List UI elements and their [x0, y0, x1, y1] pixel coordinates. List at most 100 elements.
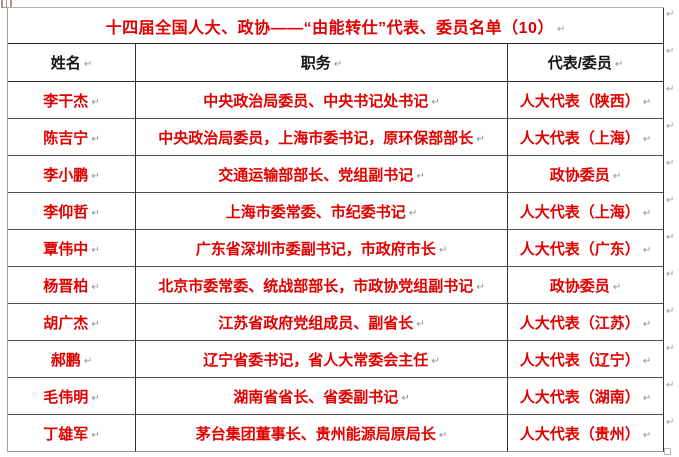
cell-category[interactable]: 人大代表（上海） ↵	[508, 193, 665, 230]
cell-position[interactable]: 江苏省政府党组成员、副省长 ↵	[136, 304, 508, 341]
paragraph-mark-icon: ↵	[431, 96, 440, 108]
cell-name-text: 杨晋柏	[43, 277, 89, 295]
paragraph-mark-icon: ↵	[333, 59, 343, 70]
cell-category-text: 人大代表（江苏）	[519, 314, 640, 332]
table-move-handle-icon[interactable]	[1, 0, 12, 8]
cell-category[interactable]: 人大代表（陕西） ↵	[508, 82, 665, 119]
paragraph-mark-icon: ↵	[91, 244, 100, 256]
cell-position-text: 广东省深圳市委副书记，市政府市长	[195, 240, 436, 258]
cell-category-text: 人大代表（贵州）	[519, 425, 640, 443]
table-row: 杨晋柏 ↵ 北京市委常委、统战部部长，市政协党组副书记 ↵ 政协委员 ↵	[8, 267, 665, 304]
cell-position-text: 上海市委常委、市纪委书记	[225, 203, 406, 221]
column-header-position: 职务	[300, 55, 331, 72]
table-row: 覃伟中 ↵ 广东省深圳市委副书记，市政府市长 ↵ 人大代表（广东） ↵	[8, 230, 665, 267]
table-title: 十四届全国人大、政协——“由能转仕”代表、委员名单（10）	[105, 19, 554, 37]
cell-category[interactable]: 政协委员 ↵	[508, 156, 665, 193]
paragraph-mark-icon: ↵	[438, 244, 448, 256]
header-cell-category[interactable]: 代表/委员 ↵	[508, 44, 665, 82]
paragraph-mark-icon: ↵	[642, 244, 652, 256]
paragraph-mark-icon: ↵	[91, 429, 100, 441]
cell-position-text: 茅台集团董事长、贵州能源局原局长	[195, 425, 436, 443]
cell-category-text: 人大代表（陕西）	[519, 92, 640, 110]
cell-name[interactable]: 李小鹏 ↵	[8, 156, 136, 193]
cell-name[interactable]: 胡广杰 ↵	[8, 304, 136, 341]
paragraph-mark-icon: ↵	[83, 59, 93, 70]
paragraph-mark-icon: ↵	[91, 96, 100, 108]
row-end-mark-icon: ↵	[666, 306, 675, 317]
cell-name[interactable]: 李干杰 ↵	[8, 82, 136, 119]
cell-position-text: 湖南省省长、省委副书记	[233, 388, 399, 406]
cell-name[interactable]: 覃伟中 ↵	[8, 230, 136, 267]
header-cell-name[interactable]: 姓名 ↵	[8, 44, 136, 82]
cell-name[interactable]: 李仰哲 ↵	[8, 193, 136, 230]
table-resize-handle-icon[interactable]	[664, 448, 671, 455]
cell-category[interactable]: 人大代表（辽宁） ↵	[508, 341, 665, 378]
cell-name-text: 李干杰	[43, 92, 89, 110]
cell-category-text: 政协委员	[549, 166, 610, 184]
cell-position[interactable]: 中央政治局委员，上海市委书记，原环保部部长 ↵	[136, 119, 508, 156]
paragraph-mark-icon: ↵	[438, 429, 448, 441]
paragraph-mark-icon: ↵	[91, 392, 100, 404]
paragraph-mark-icon: ↵	[408, 207, 418, 219]
column-header-category: 代表/委员	[547, 55, 612, 72]
cell-position[interactable]: 辽宁省委书记，省人大常委会主任 ↵	[136, 341, 508, 378]
row-end-mark-icon: ↵	[666, 417, 675, 428]
cell-name[interactable]: 丁雄军 ↵	[8, 415, 136, 452]
paragraph-mark-icon: ↵	[476, 133, 485, 145]
row-end-mark-icon: ↵	[666, 84, 675, 95]
cell-position[interactable]: 广东省深圳市委副书记，市政府市长 ↵	[136, 230, 508, 267]
table-title-row: 十四届全国人大、政协——“由能转仕”代表、委员名单（10） ↵	[8, 8, 665, 44]
table-row: 胡广杰 ↵ 江苏省政府党组成员、副省长 ↵ 人大代表（江苏） ↵	[8, 304, 665, 341]
cell-position[interactable]: 交通运输部部长、党组副书记 ↵	[136, 156, 508, 193]
cell-name-text: 郝鹏	[50, 351, 81, 369]
cell-position-text: 北京市委常委、统战部部长，市政协党组副书记	[158, 277, 474, 295]
row-end-mark-icon: ↵	[666, 343, 675, 354]
title-cell[interactable]: 十四届全国人大、政协——“由能转仕”代表、委员名单（10） ↵	[8, 8, 665, 44]
paragraph-mark-icon: ↵	[614, 59, 624, 70]
cell-position[interactable]: 湖南省省长、省委副书记 ↵	[136, 378, 508, 415]
cell-position-text: 辽宁省委书记，省人大常委会主任	[203, 351, 429, 369]
paragraph-mark-icon: ↵	[556, 23, 566, 35]
cell-name[interactable]: 陈吉宁 ↵	[8, 119, 136, 156]
cell-category-text: 人大代表（上海）	[519, 203, 640, 221]
table-header-row: 姓名 ↵ 职务 ↵ 代表/委员 ↵	[8, 44, 665, 82]
paragraph-mark-icon: ↵	[431, 355, 440, 367]
cell-category[interactable]: 人大代表（广东） ↵	[508, 230, 665, 267]
cell-category[interactable]: 政协委员 ↵	[508, 267, 665, 304]
paragraph-mark-icon: ↵	[91, 170, 100, 182]
paragraph-mark-icon: ↵	[642, 355, 652, 367]
paragraph-mark-icon: ↵	[642, 429, 652, 441]
paragraph-mark-icon: ↵	[642, 96, 652, 108]
paragraph-mark-icon: ↵	[91, 207, 100, 219]
cell-category[interactable]: 人大代表（湖南） ↵	[508, 378, 665, 415]
header-cell-position[interactable]: 职务 ↵	[136, 44, 508, 82]
row-end-mark-icon: ↵	[666, 269, 675, 280]
cell-position[interactable]: 北京市委常委、统战部部长，市政协党组副书记 ↵	[136, 267, 508, 304]
cell-name-text: 丁雄军	[43, 425, 89, 443]
paragraph-mark-icon: ↵	[642, 318, 652, 330]
cell-name[interactable]: 杨晋柏 ↵	[8, 267, 136, 304]
cell-category[interactable]: 人大代表（贵州） ↵	[508, 415, 665, 452]
paragraph-mark-icon: ↵	[401, 392, 410, 404]
cell-position[interactable]: 中央政治局委员、中央书记处书记 ↵	[136, 82, 508, 119]
cell-name-text: 李小鹏	[43, 166, 89, 184]
cell-category[interactable]: 人大代表（上海） ↵	[508, 119, 665, 156]
cell-category-text: 人大代表（上海）	[519, 129, 640, 147]
row-end-mark-icon: ↵	[666, 46, 675, 57]
paragraph-mark-icon: ↵	[642, 133, 652, 145]
cell-category-text: 人大代表（湖南）	[519, 388, 640, 406]
cell-name-text: 覃伟中	[43, 240, 89, 258]
cell-name[interactable]: 毛伟明 ↵	[8, 378, 136, 415]
cell-name[interactable]: 郝鹏 ↵	[8, 341, 136, 378]
row-end-mark-icon: ↵	[666, 380, 675, 391]
cell-category[interactable]: 人大代表（江苏） ↵	[508, 304, 665, 341]
roster-table: 十四届全国人大、政协——“由能转仕”代表、委员名单（10） ↵ 姓名 ↵ 职务 ↵ 代…	[7, 7, 665, 452]
cell-position[interactable]: 茅台集团董事长、贵州能源局原局长 ↵	[136, 415, 508, 452]
table-row: 李仰哲 ↵ 上海市委常委、市纪委书记 ↵ 人大代表（上海） ↵	[8, 193, 665, 230]
cell-name-text: 胡广杰	[43, 314, 89, 332]
table-row: 李干杰 ↵ 中央政治局委员、中央书记处书记 ↵ 人大代表（陕西） ↵	[8, 82, 665, 119]
row-end-mark-icon: ↵	[666, 195, 675, 206]
cell-position[interactable]: 上海市委常委、市纪委书记 ↵	[136, 193, 508, 230]
cell-position-text: 中央政治局委员、中央书记处书记	[203, 92, 429, 110]
